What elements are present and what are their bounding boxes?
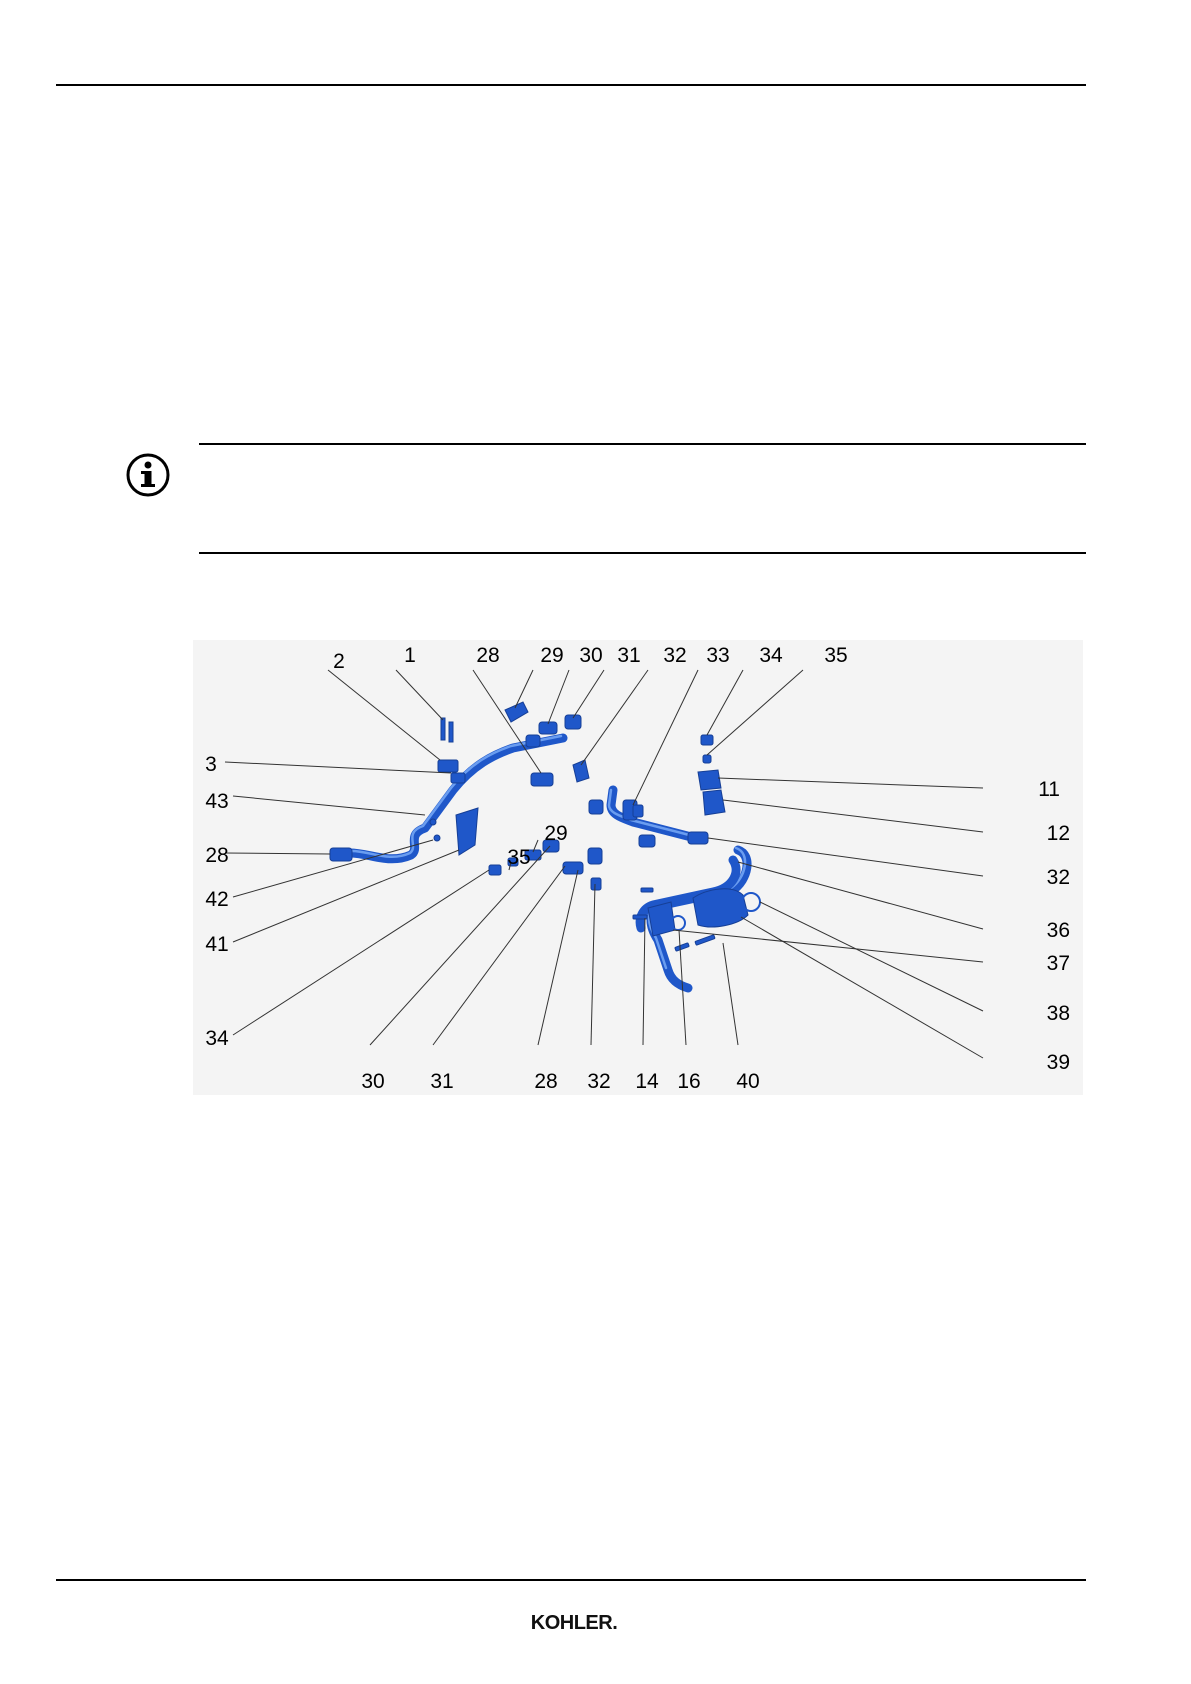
callout-28-bottom: 28 (534, 1070, 557, 1093)
callouts-inner: 29 35 (507, 822, 567, 869)
kohler-logo: KOHLER. (530, 1612, 618, 1634)
callout-34-top: 34 (759, 644, 783, 667)
callout-31-bottom: 31 (430, 1070, 453, 1093)
note-rule-bottom (199, 552, 1086, 554)
callout-43: 43 (205, 790, 228, 813)
callout-1: 1 (404, 644, 416, 667)
callouts-bottom: 30 31 28 32 14 16 40 (361, 1070, 759, 1093)
callouts-right: 11 12 32 36 37 38 39 (1038, 778, 1070, 1074)
callout-16: 16 (677, 1070, 700, 1093)
callout-35-inner: 35 (507, 846, 530, 869)
leader-lines (224, 669, 984, 1059)
callout-34-left: 34 (205, 1027, 229, 1050)
exploded-view-panel (193, 640, 1083, 1095)
callout-41: 41 (205, 933, 228, 956)
callout-31-top: 31 (617, 644, 640, 667)
callout-29-inner: 29 (544, 822, 567, 845)
callout-35-top: 35 (824, 644, 847, 667)
callout-11: 11 (1038, 778, 1060, 801)
callout-29-top: 29 (540, 644, 563, 667)
callout-33-top: 33 (706, 644, 729, 667)
center-fittings (488, 799, 644, 891)
callout-32-right: 32 (1047, 866, 1070, 889)
exploded-view-diagram: 2 1 28 29 30 31 32 33 34 35 3 43 28 42 4… (205, 644, 1070, 1093)
callout-30-top: 30 (579, 644, 602, 667)
callout-3: 3 (205, 753, 217, 776)
callouts-left: 3 43 28 42 41 34 (205, 753, 229, 1050)
callout-28-left: 28 (205, 844, 228, 867)
callout-38: 38 (1047, 1002, 1070, 1025)
note-rule-top (199, 443, 1086, 445)
callout-36: 36 (1047, 919, 1070, 942)
callout-39: 39 (1047, 1051, 1070, 1074)
header-rule (56, 84, 1086, 86)
bracket-assembly (429, 717, 479, 856)
callout-37: 37 (1047, 952, 1070, 975)
callout-40: 40 (736, 1070, 759, 1093)
callout-32-bottom: 32 (587, 1070, 610, 1093)
callout-30-bottom: 30 (361, 1070, 384, 1093)
callout-42: 42 (205, 888, 228, 911)
top-fittings (504, 701, 590, 787)
fitting-28-left (329, 847, 353, 862)
callouts-top: 2 1 28 29 30 31 32 33 34 35 (333, 644, 848, 673)
callout-28-top: 28 (476, 644, 499, 667)
footer-rule (56, 1579, 1086, 1581)
callout-2: 2 (333, 650, 345, 673)
callout-14: 14 (635, 1070, 659, 1093)
info-icon (126, 453, 170, 497)
callout-12: 12 (1047, 822, 1070, 845)
callout-32-top: 32 (663, 644, 686, 667)
outlet-elbow (632, 887, 761, 952)
